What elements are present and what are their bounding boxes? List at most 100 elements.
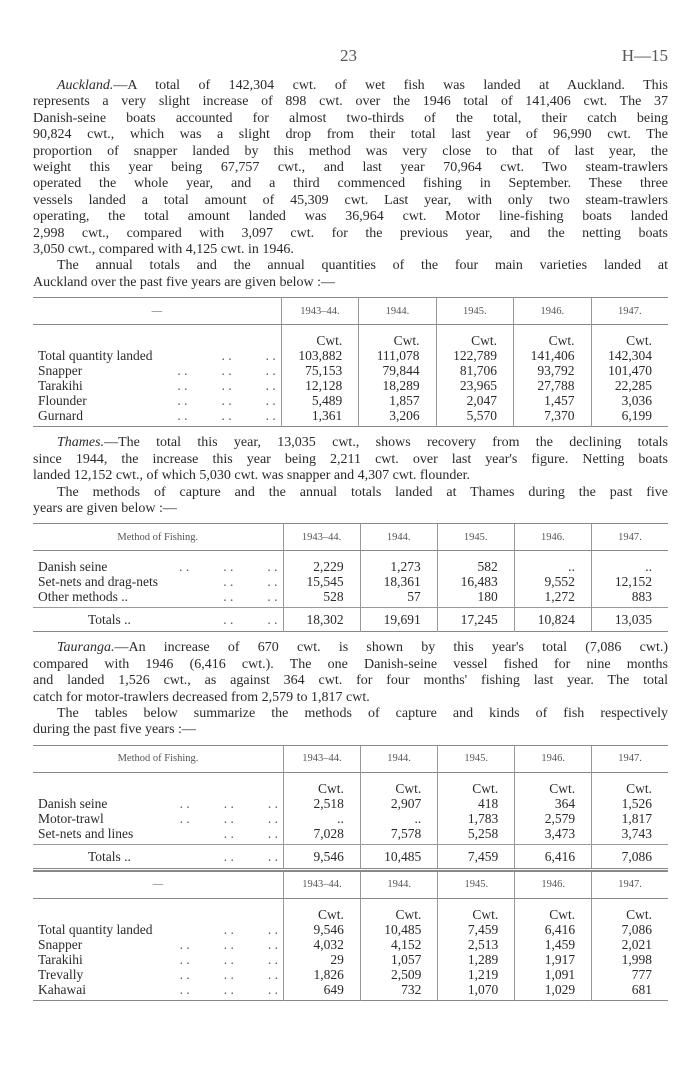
- text-line: Danish-seine boats accounted for almost …: [33, 111, 668, 127]
- table-cell: 9,552: [513, 574, 592, 590]
- row-label: Total quantity landed . . . .: [33, 325, 281, 363]
- table-cell: 12,152: [590, 574, 668, 590]
- cell-value: 6,199: [621, 408, 652, 424]
- row-label-wrap: Danish seine . . . . . .: [38, 559, 278, 574]
- dot-leader: . .: [267, 559, 278, 575]
- line-text: Auckland over the past five years are gi…: [33, 274, 336, 290]
- line-text: —The total this year, 13,035 cwt., shows…: [104, 435, 668, 451]
- dot-leader: . .: [221, 408, 232, 424]
- text-line: vessels landed a total amount of 45,309 …: [33, 193, 668, 209]
- cell-value: 1,457: [544, 393, 575, 409]
- line-text: —An increase of 670 cwt. is shown by thi…: [114, 640, 668, 656]
- table-cell: 79,844: [358, 363, 437, 379]
- row-label: Set-nets and lines . . . .: [33, 826, 283, 845]
- row-label-wrap: Tarakihi . . . . . .: [38, 378, 276, 393]
- table-row: Other methods .. . . . . 528 57 180 1,272 883: [33, 589, 668, 608]
- table-cell: Cwt. 2,907: [359, 772, 438, 811]
- column-header: —: [33, 870, 284, 899]
- dot-leaders: . . . . . .: [83, 967, 278, 982]
- text-line: compared with 1946 (6,416 cwt.). The one…: [33, 657, 668, 673]
- table-row: Total quantity landed. .. . Cwt. 9,546 Cwt.…: [33, 898, 668, 937]
- table-cell: 180: [436, 589, 515, 608]
- row-label-text: Set-nets and drag-nets: [38, 574, 158, 590]
- unit-label: Cwt.: [318, 906, 344, 922]
- table-cell: 2,229: [282, 550, 361, 575]
- cell-value: 3,743: [621, 825, 652, 841]
- table-cell: 7,086: [591, 843, 668, 870]
- text-line: 2,998 cwt., compared with 3,097 cwt. for…: [33, 226, 668, 242]
- table-cell: 101,470: [590, 363, 668, 379]
- unit-label: Cwt.: [395, 780, 422, 796]
- cell-value: 1,817: [621, 810, 652, 826]
- column-header: Method of Fishing.: [33, 744, 284, 773]
- line-text: operating, the total amount landed was 3…: [33, 209, 668, 225]
- line-text: 90,824 cwt., which was a slight drop fro…: [33, 127, 668, 143]
- cell-value: 17,245: [460, 612, 498, 628]
- dot-leaders: . . . . . .: [83, 952, 278, 967]
- cell-value: 364: [554, 795, 576, 811]
- column-header: 1946.: [513, 523, 592, 552]
- cell-value: 7,086: [621, 848, 652, 864]
- unit-label: Cwt.: [626, 333, 652, 349]
- cell-value: 16,483: [460, 574, 498, 590]
- dot-leader: . .: [223, 559, 234, 575]
- cell-value: 23,965: [459, 378, 498, 394]
- cell-value: 4,032: [313, 936, 344, 952]
- column-header: 1944.: [358, 297, 437, 326]
- cell-value: 2,518: [313, 795, 344, 811]
- row-label-wrap: Motor-trawl . . . . . .: [38, 811, 278, 826]
- dot-leader: . .: [223, 810, 234, 826]
- cell-value: 122,789: [453, 348, 498, 364]
- cell-value: 5,489: [311, 393, 343, 409]
- table-cell: 732: [359, 981, 438, 1001]
- column-header: 1947.: [590, 523, 668, 552]
- dot-leaders: . . . .: [153, 348, 276, 363]
- row-label: Gurnard . . . . . .: [33, 408, 281, 427]
- dot-leader: . .: [177, 408, 188, 424]
- cell-value: 5,258: [467, 825, 499, 841]
- table-cell: 19,691: [359, 607, 438, 632]
- cell-value: 418: [477, 795, 499, 811]
- running-header: 23 H—15: [33, 46, 668, 68]
- table-cell: 5,570: [435, 408, 514, 427]
- auckland-varieties-table: —1943–44. 1944. 1945. 1946. 1947. Total quant…: [33, 297, 668, 428]
- table-row: Gurnard . . . . . . 1,361 3,206 5,570 7,370 6,19…: [33, 408, 668, 427]
- table-cell: Cwt. 1,526: [591, 772, 668, 811]
- dot-leader: . .: [265, 348, 276, 364]
- cell-value: 2,509: [390, 966, 422, 982]
- row-label-wrap: Total quantity landed . . . .: [38, 348, 276, 363]
- dot-leader: . .: [265, 378, 276, 394]
- row-label-text: Kahawai: [38, 981, 86, 997]
- row-label-text: Danish seine: [38, 559, 108, 575]
- unit-label: Cwt.: [472, 906, 499, 922]
- text-line: during the past five years :—: [33, 722, 668, 738]
- dot-leader: . .: [223, 848, 234, 864]
- cell-value: ..: [568, 559, 575, 575]
- cell-value: 7,578: [390, 825, 422, 841]
- table-cell: 27,788: [513, 378, 591, 394]
- row-label-wrap: Tarakihi . . . . . .: [38, 952, 278, 967]
- table-cell: 1,029: [514, 981, 592, 1001]
- cell-value: 7,459: [467, 848, 499, 864]
- spacer: [33, 632, 668, 640]
- dot-leader: . .: [267, 795, 278, 811]
- table-cell: Cwt. 7,459: [437, 898, 515, 937]
- dot-leaders: . . . . . .: [83, 378, 276, 394]
- cell-value: 19,691: [383, 612, 421, 628]
- text-line: proportion of snapper landed by this met…: [33, 144, 668, 160]
- table-row: Danish seine . . . . . . 2,229 1,273 582....: [33, 550, 668, 575]
- text-line: operating, the total amount landed was 3…: [33, 209, 668, 225]
- text-line: and landed 1,526 cwt., as against 364 cw…: [33, 673, 668, 689]
- row-label: Trevally . . . . . .: [33, 967, 284, 982]
- table-cell: 1,917: [514, 951, 592, 967]
- table-cell: 2,513: [437, 936, 515, 952]
- line-text: 3,050 cwt., compared with 4,125 cwt. in …: [33, 242, 294, 258]
- table-row: Flounder . . . . . . 5,489 1,857 2,047 1,457 3,0…: [33, 393, 668, 409]
- line-text: years are given below :—: [33, 500, 177, 516]
- column-header: 1946.: [514, 870, 592, 899]
- column-header: 1943–44.: [283, 870, 361, 899]
- table-cell: ..: [282, 810, 361, 826]
- row-label-text: Total quantity landed: [38, 348, 153, 364]
- cell-value: 732: [401, 981, 422, 997]
